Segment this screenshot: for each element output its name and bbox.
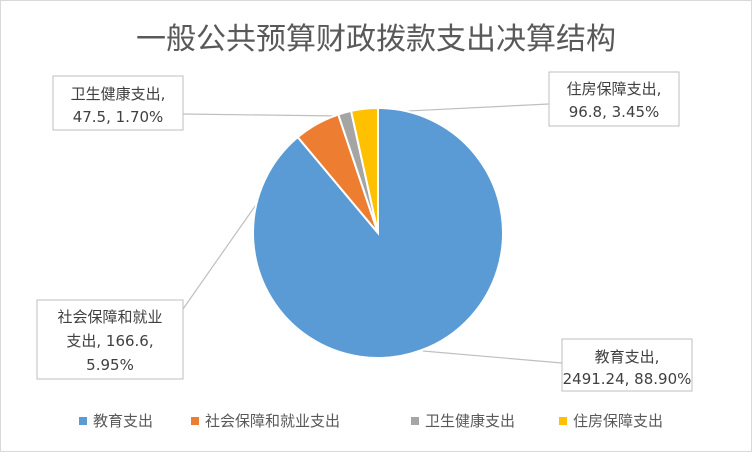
data-label-1-line-2: 2491.24, 88.90%: [563, 370, 692, 388]
data-label-1: 教育支出, 2491.24, 88.90%: [563, 348, 692, 388]
data-label-4-line-1: 住房保障支出,: [567, 80, 662, 98]
data-label-box-3: [52, 75, 184, 131]
legend-swatch-4: [559, 417, 567, 425]
data-label-2-line-1: 社会保障和就业: [57, 308, 162, 326]
pie-slice-4: [349, 106, 379, 234]
chart-title: 一般公共预算财政拨款支出决算结构: [136, 22, 616, 57]
legend-swatch-1: [79, 417, 87, 425]
data-label-2: 社会保障和就业支出, 166.6, 5.95%: [57, 308, 162, 374]
data-label-2-line-2: 支出, 166.6,: [66, 332, 153, 350]
data-label-box-1: [561, 338, 693, 392]
legend-label-3: 卫生健康支出: [425, 412, 515, 430]
data-label-box-4: [548, 71, 680, 127]
pie-slices: [252, 106, 504, 359]
data-label-3-line-2: 47.5, 1.70%: [73, 108, 164, 126]
data-label-3: 卫生健康支出, 47.5, 1.70%: [71, 85, 166, 126]
leader-line-1: [422, 350, 563, 364]
data-label-2-line-3: 5.95%: [86, 356, 134, 374]
legend-label-1: 教育支出: [93, 412, 153, 430]
data-label-1-line-1: 教育支出,: [595, 348, 660, 366]
data-label-3-line-1: 卫生健康支出,: [71, 85, 166, 103]
data-label-box-2: [36, 299, 184, 380]
data-labels: 教育支出, 2491.24, 88.90% 社会保障和就业支出, 166.6, 5.9…: [36, 71, 693, 392]
legend-label-2: 社会保障和就业支出: [205, 412, 340, 430]
leader-line-3: [182, 113, 341, 117]
data-label-4: 住房保障支出, 96.8, 3.45%: [567, 80, 662, 121]
legend-label-4: 住房保障支出: [573, 412, 663, 430]
data-label-4-line-2: 96.8, 3.45%: [569, 103, 660, 121]
legend: 教育支出 社会保障和就业支出 卫生健康支出 住房保障支出: [79, 412, 663, 430]
legend-swatch-3: [411, 417, 419, 425]
legend-swatch-2: [191, 417, 199, 425]
